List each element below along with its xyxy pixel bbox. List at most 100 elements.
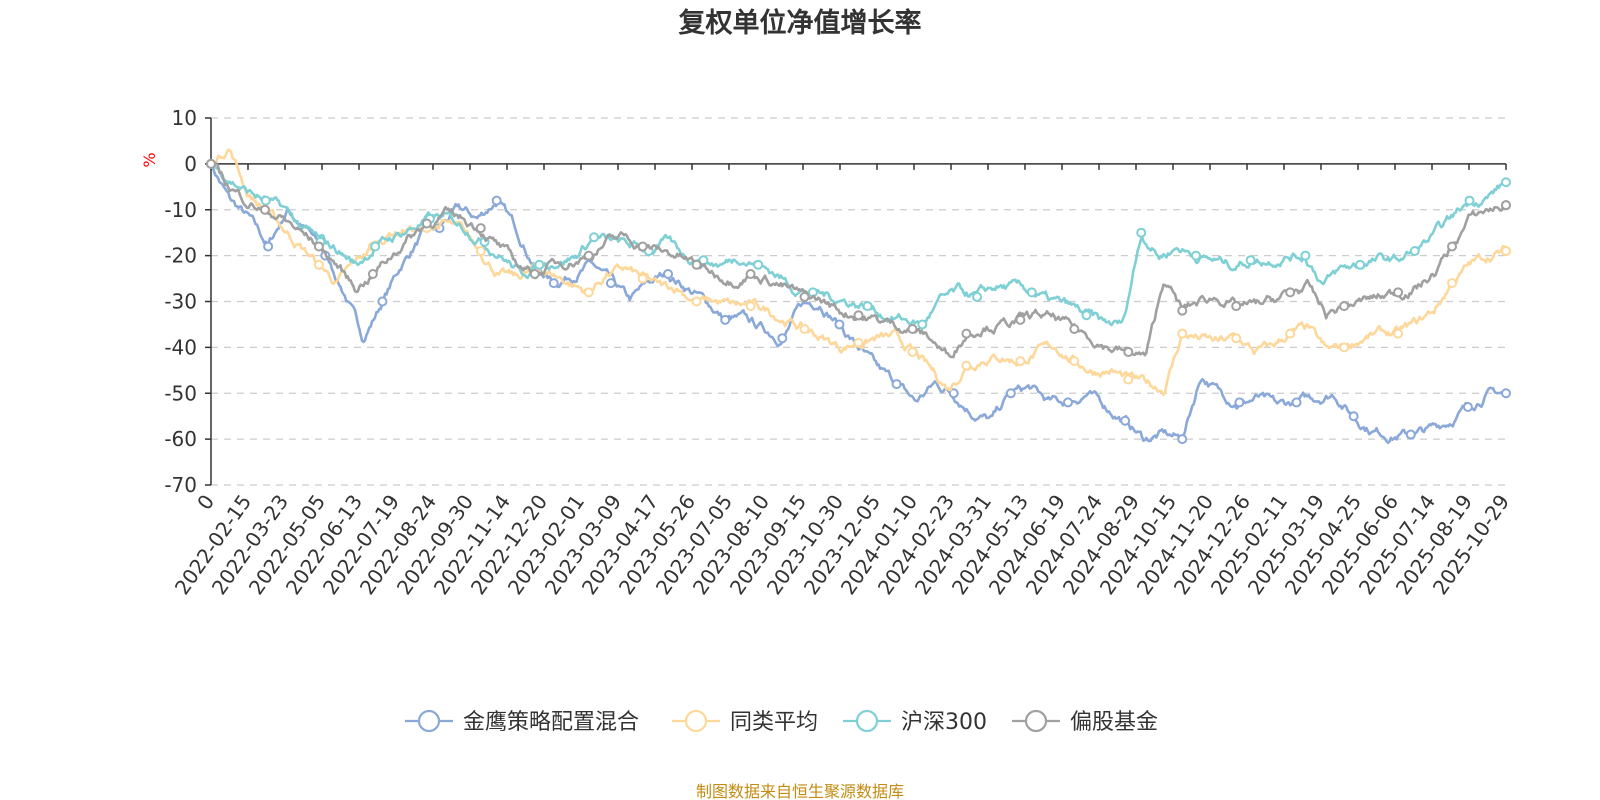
data-point	[1234, 397, 1245, 408]
data-point	[421, 218, 432, 229]
data-point	[1015, 356, 1026, 367]
data-point	[853, 310, 864, 321]
data-point	[1355, 259, 1366, 270]
legend-label: 同类平均	[730, 710, 818, 735]
data-point	[1026, 287, 1037, 298]
data-point	[862, 301, 873, 312]
data-point	[1120, 415, 1131, 426]
data-point	[1177, 328, 1188, 339]
source-note: 制图数据来自恒生聚源数据库	[696, 782, 904, 800]
data-point	[475, 246, 486, 257]
data-point	[548, 278, 559, 289]
data-point	[777, 333, 788, 344]
data-point	[1190, 250, 1201, 261]
data-point	[1136, 227, 1147, 238]
data-point	[259, 204, 270, 215]
data-point	[745, 268, 756, 279]
legend-item[interactable]: 同类平均	[672, 709, 818, 735]
legend-marker	[1024, 709, 1048, 733]
data-point	[1447, 278, 1458, 289]
data-point	[1464, 195, 1475, 206]
data-point	[1501, 200, 1511, 211]
data-point	[691, 296, 702, 307]
data-point	[263, 241, 274, 252]
legend-item[interactable]: 金鹰策略配置混合	[405, 709, 639, 735]
axes	[210, 118, 1506, 485]
data-point	[720, 314, 731, 325]
data-point	[605, 278, 616, 289]
data-point	[1291, 397, 1302, 408]
data-point	[1231, 301, 1242, 312]
x-tick-label: 0	[192, 490, 219, 514]
data-point	[663, 268, 674, 279]
data-point	[1123, 346, 1134, 357]
data-point	[1015, 314, 1026, 325]
legend-item[interactable]: 偏股基金	[1012, 709, 1158, 735]
y-tick-label: -50	[164, 381, 197, 405]
legend-marker	[855, 709, 879, 733]
y-tick-label: 10	[172, 106, 197, 130]
data-point	[799, 291, 810, 302]
legend-marker	[417, 709, 441, 733]
data-point	[583, 250, 594, 261]
data-point	[370, 241, 381, 252]
data-point	[206, 158, 216, 169]
data-point	[1393, 287, 1404, 298]
legend-label: 偏股基金	[1070, 710, 1158, 735]
data-point	[260, 195, 271, 206]
legend-item[interactable]: 沪深300	[843, 709, 987, 735]
data-point	[891, 379, 902, 390]
series-line	[210, 162, 1508, 327]
grid-lines	[211, 117, 1506, 486]
legend: 金鹰策略配置混合 同类平均 沪深300 偏股基金	[405, 709, 1158, 735]
data-point	[1393, 328, 1404, 339]
data-point	[1069, 356, 1080, 367]
data-point	[691, 259, 702, 270]
legend-marker	[684, 709, 708, 733]
data-point	[1285, 287, 1296, 298]
y-tick-label: -30	[164, 290, 197, 314]
data-point	[1069, 324, 1080, 335]
data-point	[1462, 402, 1473, 413]
data-point	[972, 291, 983, 302]
data-point	[917, 319, 928, 330]
data-point	[1501, 388, 1511, 399]
chart-title: 复权单位净值增长率	[679, 7, 922, 39]
data-point	[534, 259, 545, 270]
series-line	[209, 148, 1508, 397]
data-point	[745, 301, 756, 312]
data-point	[1501, 246, 1511, 257]
series-lines	[206, 148, 1511, 445]
data-point	[529, 268, 540, 279]
data-point	[589, 232, 600, 243]
data-point	[583, 287, 594, 298]
data-point	[907, 346, 918, 357]
data-point	[1409, 246, 1420, 257]
data-point	[367, 268, 378, 279]
data-point	[491, 195, 502, 206]
data-point	[1300, 250, 1311, 261]
y-tick-label: 0	[184, 152, 197, 176]
data-point	[1123, 374, 1134, 385]
x-tick-labels: 02022-02-152022-03-232022-05-052022-06-1…	[170, 163, 1514, 599]
legend-label: 沪深300	[901, 710, 987, 735]
legend-label: 金鹰策略配置混合	[463, 710, 639, 735]
data-point	[1081, 310, 1092, 321]
data-point	[753, 259, 764, 270]
data-point	[1447, 241, 1458, 252]
data-point	[1231, 333, 1242, 344]
data-point	[948, 388, 959, 399]
data-point	[834, 319, 845, 330]
y-axis-label: %	[140, 152, 159, 167]
data-point	[1062, 397, 1073, 408]
data-point	[637, 273, 648, 284]
data-point	[1405, 429, 1416, 440]
data-point	[1177, 305, 1188, 316]
data-point	[907, 324, 918, 335]
data-point	[377, 296, 388, 307]
y-tick-labels: 10 0 -10 -20 -30 -40 -50 -60 -70	[164, 106, 211, 497]
y-tick-label: -20	[164, 244, 197, 268]
data-point	[1005, 388, 1016, 399]
